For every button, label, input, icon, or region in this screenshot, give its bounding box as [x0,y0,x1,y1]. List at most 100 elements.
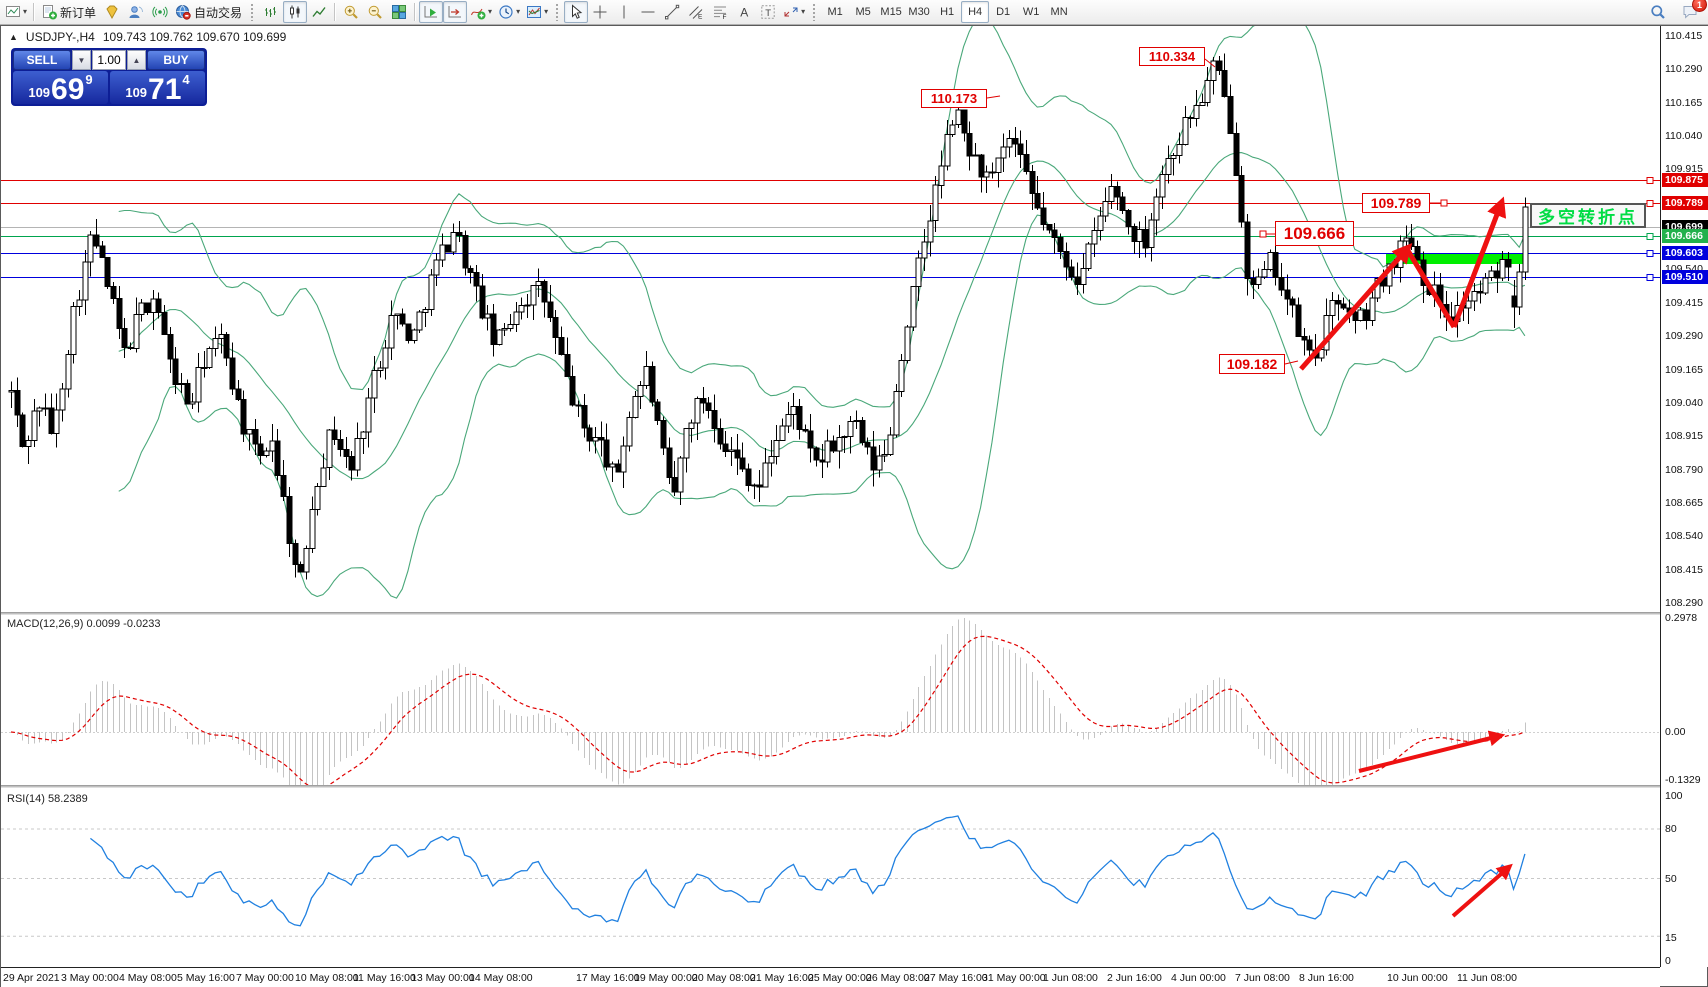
toolbar-grip[interactable] [812,3,818,21]
candlesticks [8,53,1529,580]
chevron-down-icon: ▾ [801,7,806,16]
notifications-button[interactable]: 1 [1678,0,1707,23]
crosshair-tool-button[interactable] [588,1,612,23]
time-axis-label: 26 May 08:00 [866,972,930,984]
line-chart-button[interactable] [307,1,331,23]
vline-icon [623,5,625,19]
macd-panel[interactable] [1,615,1660,785]
chevron-down-icon: ▾ [516,7,521,16]
price-axis[interactable]: 110.415 110.290 110.165 110.040 109.915 109.7… [1660,26,1708,967]
barchart-icon [265,7,277,17]
price-tick-label: 108.415 [1665,564,1703,576]
autotrading-button[interactable]: 自动交易 [172,1,246,23]
timeframe-h4-button[interactable]: H4 [961,1,990,23]
bull-bear-turning-point-label[interactable]: 多空转折点 [1530,203,1646,228]
time-axis-label: 21 May 16:00 [750,972,814,984]
timeframe-m15-button[interactable]: M15 [880,6,902,18]
chartshift-icon [448,6,462,18]
indicators-button[interactable]: ▾ [467,1,495,23]
fibonacci-tool-button[interactable]: F [708,1,732,23]
candlestick-chart-button[interactable] [283,1,308,23]
arrows-tool-button[interactable]: ▾ [780,1,808,23]
volume-input[interactable] [92,50,126,70]
time-axis[interactable]: 29 Apr 2021 3 May 00:00 4 May 08:00 5 May 1… [1,967,1660,987]
toolbar-grip[interactable] [250,3,256,21]
timeframe-d1-button[interactable]: D1 [996,6,1011,18]
toolbar-separator [33,3,36,21]
autoscroll-icon [424,6,438,18]
panel-divider[interactable] [1,785,1708,788]
sell-button[interactable]: SELL [13,50,71,70]
timeframe-m5-button[interactable]: M5 [855,6,871,18]
tile-windows-button[interactable] [387,1,411,23]
sell-price-pips: 69 [51,73,85,106]
auto-scroll-button[interactable] [419,1,444,23]
trendline-icon [665,4,680,20]
zoom-in-button[interactable] [339,1,363,23]
trendline-tool-button[interactable] [660,1,684,23]
price-tick-label: 109.040 [1665,397,1703,409]
zoom-out-button[interactable] [363,1,387,23]
time-axis-label: 17 May 16:00 [576,972,640,984]
text-tool-button[interactable]: A [732,1,756,23]
timeframe-mn-button[interactable]: MN [1050,6,1068,18]
toolbar-separator [334,3,337,21]
svg-text:A: A [740,6,748,20]
horizontal-line-tool-button[interactable] [636,1,660,23]
rsi-axis-label: 100 [1665,790,1683,802]
price-marker-label: 109.666 [1662,229,1708,243]
price-marker-label: 109.603 [1662,246,1708,260]
timeframe-m30-button[interactable]: M30 [908,6,930,18]
buy-price-button[interactable]: 109 71 4 [110,71,205,105]
search-button[interactable] [1646,1,1670,23]
volume-decrease-button[interactable]: ▼ [72,50,91,70]
candlechart-icon [290,5,300,19]
timeframe-h1-button[interactable]: H1 [940,6,955,18]
new-chart-button[interactable]: ▾ [2,1,30,23]
time-axis-label: 3 May 00:00 [61,972,119,984]
volume-increase-button[interactable]: ▲ [127,50,146,70]
signals-button[interactable] [148,1,172,23]
time-axis-label: 2 Jun 16:00 [1107,972,1162,984]
price-annotation[interactable]: 109.666 [1275,221,1354,246]
panel-divider[interactable] [1,612,1708,615]
autotrading-icon [176,5,191,20]
price-tick-label: 109.415 [1665,297,1703,309]
macd-axis-label: -0.1329 [1665,774,1701,786]
price-annotation[interactable]: 110.173 [921,89,987,108]
timeframe-w1-button[interactable]: W1 [1022,6,1040,18]
terminal-button[interactable] [124,1,148,23]
periods-button[interactable]: ▾ [495,1,523,23]
new-order-button[interactable]: 新订单 [38,1,100,23]
time-axis-label: 29 Apr 2021 [3,972,60,984]
sell-price-point: 9 [85,72,93,87]
chevron-down-icon: ▾ [488,7,493,16]
collapse-triangle-icon[interactable]: ▲ [9,32,18,42]
price-tick-label: 109.915 [1665,163,1703,175]
price-annotation[interactable]: 109.789 [1362,193,1430,213]
macd-axis-label: 0.2978 [1665,612,1698,624]
price-annotation[interactable]: 109.182 [1219,354,1285,374]
zoomout-icon [368,5,382,19]
sell-price-prefix: 109 [28,85,51,100]
equidistant-channel-tool-button[interactable]: E [684,1,708,23]
main-price-chart[interactable] [1,26,1660,612]
price-tick-label: 108.915 [1665,430,1703,442]
timeframe-m1-button[interactable]: M1 [827,6,843,18]
templates-button[interactable]: ▾ [523,1,551,23]
chart-shift-button[interactable] [443,1,468,23]
text-label-tool-button[interactable]: T [756,1,780,23]
time-axis-label: 7 May 00:00 [236,972,294,984]
metaeditor-button[interactable] [100,1,124,23]
cursor-tool-button[interactable] [564,1,589,23]
rsi-panel[interactable] [1,788,1660,967]
price-marker-label: 109.875 [1662,173,1708,187]
bar-chart-button[interactable] [259,1,283,23]
vertical-line-tool-button[interactable] [612,1,636,23]
price-annotation[interactable]: 110.334 [1139,47,1205,66]
buy-price-prefix: 109 [125,85,148,100]
buy-button[interactable]: BUY [147,50,205,70]
toolbar-grip[interactable] [555,3,561,21]
sell-price-button[interactable]: 109 69 9 [13,71,108,106]
time-axis-label: 4 Jun 00:00 [1171,972,1226,984]
